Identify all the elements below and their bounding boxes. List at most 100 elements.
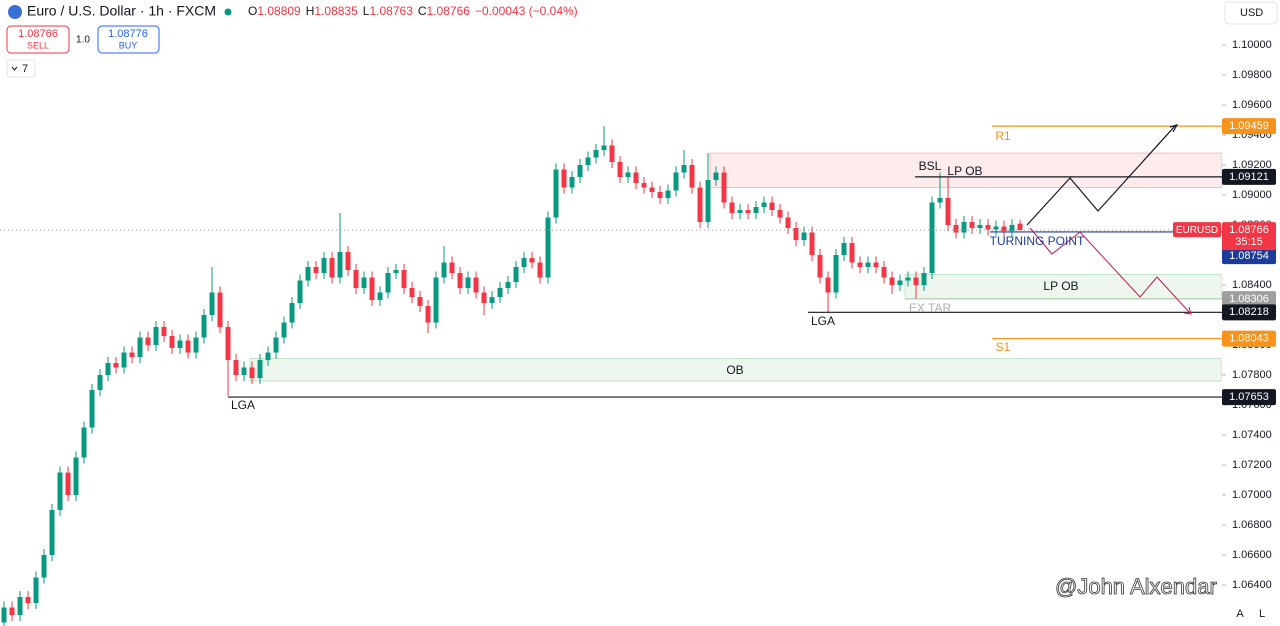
candle-body [9,607,15,616]
candle-body [209,292,215,316]
candle-body [801,232,807,241]
y-tick-label: 1.06800 [1232,519,1272,531]
level-label: 1.08754 [1229,250,1269,262]
price-label: 1.08766 [1229,224,1269,236]
candle-body [553,169,559,218]
plot [0,125,1223,626]
indicators-toggle[interactable] [6,59,36,78]
axis-labels: 1.06400 1.06600 1.06800 1.07000 1.07200 1.074… [1173,39,1276,591]
candle-body [305,267,311,281]
candle-body [361,277,367,289]
candle-body [633,172,639,184]
watermark: @John Alxendar [1055,574,1217,599]
candle-body [249,367,255,379]
level-label: 1.08218 [1229,306,1269,318]
candle-body [41,555,47,578]
candle-body [729,202,735,214]
y-tick-label: 1.07000 [1232,489,1272,501]
candle-body [233,360,239,376]
candle-body [121,352,127,368]
candle-body [985,225,991,230]
open: 1.08809 [257,4,301,18]
candle-body [345,252,351,271]
candle-body [217,292,223,328]
candle-body [521,258,527,268]
sell-button[interactable] [6,25,70,54]
ohlc: O1.08809 H1.08835 L1.08763 C1.08766 −0.00043… [248,4,578,18]
candle-body [89,390,95,428]
change: −0.00043 (−0.04%) [475,4,578,18]
annotation: TURNING POINT [990,234,1085,248]
candle-body [145,337,151,346]
candle-body [889,277,895,286]
level-tag [1222,248,1276,265]
candle-body [73,457,79,496]
chevron [11,66,18,71]
candle-body [49,510,55,556]
candle-body [1001,226,1007,232]
candle-body [505,282,511,289]
candle-body [857,262,863,268]
candle-body [529,258,535,263]
candle-body [329,258,335,278]
candle-body [689,165,695,188]
header: Euro / U.S. Dollar · 1h · FXCM O1.08809 H… [6,1,1278,620]
candle-body [785,217,791,229]
candle-body [993,226,999,230]
candle-body [705,180,711,223]
candle-body [945,198,951,226]
candle-body [241,367,247,376]
candle-body [225,327,231,361]
candle-body [393,270,399,274]
candle-body [601,145,607,151]
h-label: H [306,4,315,18]
candle-body [561,169,567,188]
candle-body [721,172,727,203]
candle-body [569,177,575,188]
candle-body [185,340,191,353]
candle-body [441,262,447,278]
candle-body [265,352,271,361]
y-tick-label: 1.10000 [1232,39,1272,51]
candle-body [761,202,767,208]
candle-body [489,297,495,304]
annotation: LP OB [947,164,982,178]
candle-body [465,277,471,289]
status-dot [224,8,232,16]
candle-body [585,157,591,166]
candle-body [337,252,343,278]
zone [709,152,1223,189]
candle-body [1009,225,1015,232]
annotation: LP OB [1043,279,1078,293]
symbol-title: Euro / U.S. Dollar · 1h · FXCM [27,3,216,19]
candle-body [713,172,719,181]
candle-body [425,306,431,323]
scale-auto[interactable]: A [1236,608,1244,620]
candle-body [353,270,359,289]
candle-body [1017,223,1023,231]
candle-body [865,262,871,268]
annotation: R1 [995,129,1011,143]
symbol-icon [8,5,22,19]
scale-log[interactable]: L [1259,608,1265,620]
candle-body [593,150,599,158]
candle-body [769,202,775,211]
annotation: OB [726,363,743,377]
zone [904,274,1223,300]
candle-body [777,210,783,218]
arrow-head [1169,124,1179,133]
candle-body [833,255,839,293]
y-tick-label: 1.09200 [1232,159,1272,171]
candle-body [929,202,935,274]
currency-button[interactable] [1224,1,1278,25]
annotation: LGA [231,398,255,412]
candle-body [449,262,455,274]
candle-body [313,267,319,274]
y-tick-label: 1.09800 [1232,69,1272,81]
annotations: BSL LP OB TURNING POINT LP OB EX TAR LGA… [231,124,1192,412]
candle-body [793,228,799,241]
candle-body [417,297,423,307]
buy-button[interactable] [97,25,160,54]
candle-body [169,336,175,349]
